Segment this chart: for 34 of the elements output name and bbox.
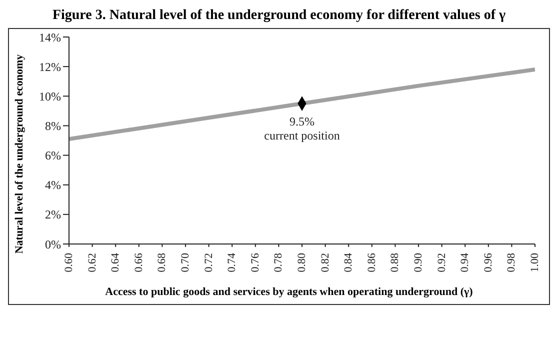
x-tick-label: 0.76 xyxy=(249,252,262,272)
x-tick-label: 0.82 xyxy=(319,253,332,272)
x-tick-label: 0.80 xyxy=(296,252,308,272)
y-tick-label: 14% xyxy=(39,30,61,44)
x-tick-label: 0.84 xyxy=(342,252,355,272)
y-tick-label: 8% xyxy=(45,118,61,133)
x-axis-title: Access to public goods and services by agents when operating underground (γ) xyxy=(104,285,474,300)
y-tick-label: 10% xyxy=(39,89,61,104)
x-tick-label: 0.98 xyxy=(506,252,518,272)
y-tick-label: 6% xyxy=(45,148,61,163)
y-tick-label: 0% xyxy=(45,237,61,252)
x-tick-label: 0.78 xyxy=(272,252,285,272)
annotation: 9.5% current position xyxy=(264,114,340,143)
x-tick-label: 0.88 xyxy=(389,252,402,272)
x-tick-label: 0.94 xyxy=(459,252,472,272)
x-tick-label: 0.66 xyxy=(132,252,145,272)
x-tick-label: 0.74 xyxy=(226,252,238,272)
x-tick-label: 0.86 xyxy=(366,252,378,272)
x-tick-label: 1.00 xyxy=(529,252,541,272)
x-tick-label: 0.70 xyxy=(180,252,192,272)
x-tick-label: 0.72 xyxy=(202,253,215,272)
y-axis-title: Natural level of the underground economy xyxy=(14,54,26,254)
x-tick-label: 0.90 xyxy=(412,252,424,272)
x-tick-label: 0.60 xyxy=(63,252,75,272)
chart-title: Figure 3. Natural level of the underground economy for different values of γ xyxy=(51,8,507,24)
x-tick-label: 0.68 xyxy=(156,252,168,272)
y-tick-label: 4% xyxy=(45,178,61,192)
x-tick-label: 0.64 xyxy=(110,252,122,272)
x-tick-label: 0.96 xyxy=(482,252,494,272)
x-tick-label: 0.92 xyxy=(436,253,448,272)
y-tick-label: 2% xyxy=(45,208,61,222)
y-tick-label: 12% xyxy=(39,60,61,74)
x-tick-label: 0.62 xyxy=(86,253,98,272)
line-series xyxy=(69,68,535,142)
